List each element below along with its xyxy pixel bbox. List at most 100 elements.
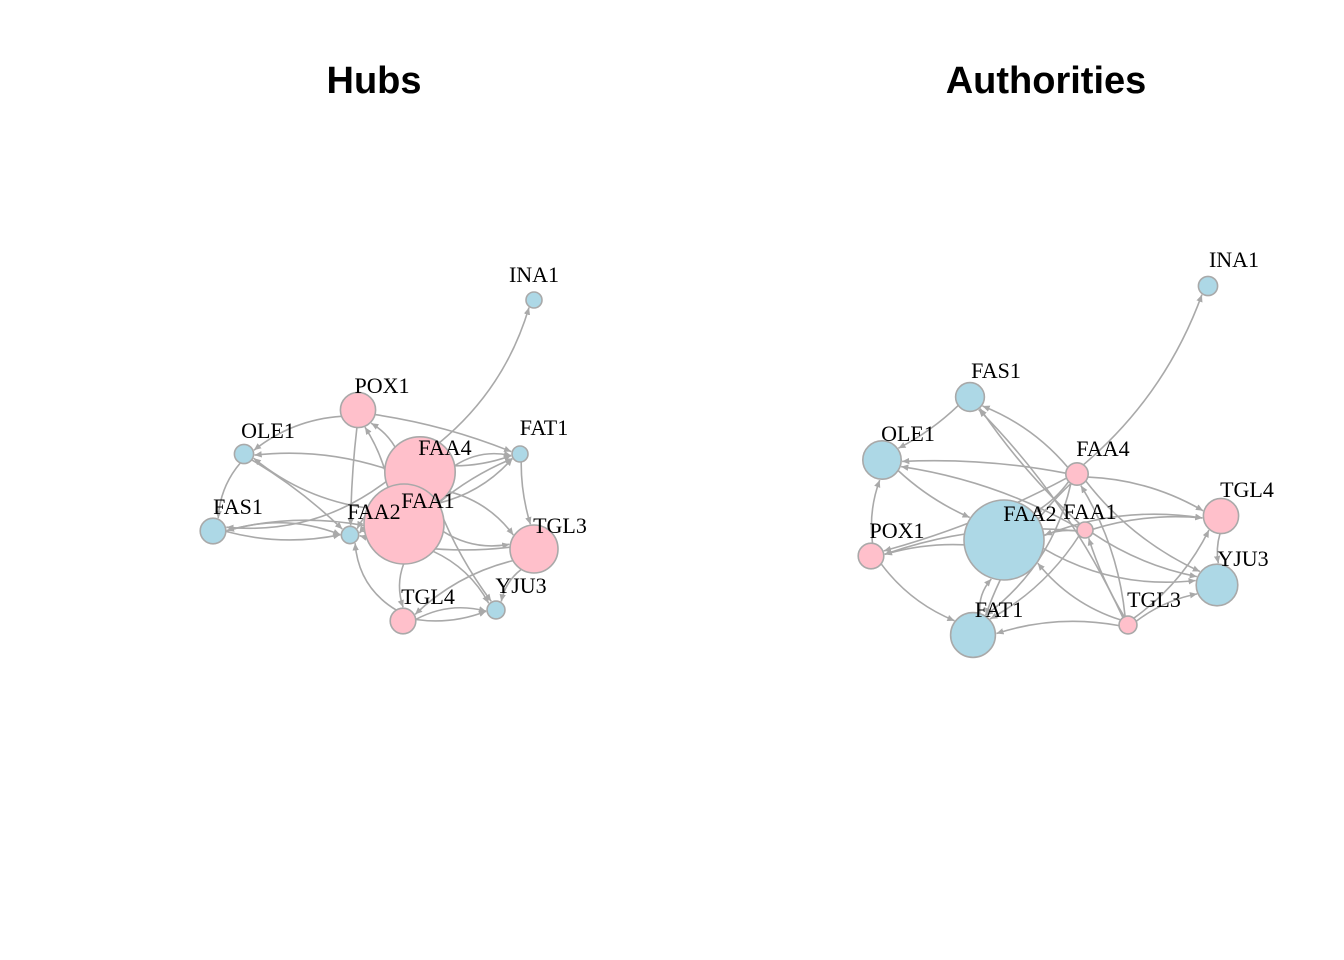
hubs-node-tgl4 [389, 607, 417, 635]
authorities-edge-fat1-faa2 [978, 578, 992, 614]
authorities-edge-faa1-fas1 [979, 408, 1081, 525]
authorities-node-pox1 [857, 542, 885, 570]
authorities-edge-faa1-fat1 [989, 535, 1080, 620]
hubs-node-ina1 [525, 291, 543, 309]
authorities-edge-faa4-yju3 [1085, 480, 1201, 573]
authorities-edge-tgl3-tgl4 [1133, 529, 1210, 619]
hubs-edge-faa4-fat1 [454, 454, 512, 467]
hubs-node-label-tgl3: TGL3 [533, 513, 587, 538]
authorities-node-label-yju3: YJU3 [1217, 546, 1268, 571]
hubs-edge-faa4-tgl3 [448, 490, 514, 536]
hubs-edge-ole1-fas1 [215, 462, 242, 519]
hubs-edge-fas1-faa2 [225, 530, 341, 541]
authorities-node-label-ina1: INA1 [1209, 247, 1259, 272]
authorities-node-label-pox1: POX1 [869, 518, 924, 543]
authorities-edge-tgl3-fat1 [996, 620, 1120, 635]
hubs-edge-faa4-fat1 [454, 450, 512, 467]
authorities-edge-faa4-ole1 [902, 457, 1066, 474]
hubs-edge-tgl3-tgl4 [414, 559, 514, 615]
authorities-node-label-faa2: FAA2 [1003, 501, 1056, 526]
authorities-edge-faa2-yju3 [1042, 547, 1196, 585]
authorities-node-ina1 [1197, 275, 1219, 297]
authorities-edge-faa2-tgl4 [1043, 513, 1203, 537]
hubs-edge-faa4-ina1 [438, 307, 531, 444]
authorities-edge-tgl3-fas1 [978, 409, 1124, 618]
hubs-edge-pox1-ole1 [253, 415, 342, 451]
hubs-node-tgl3 [509, 524, 559, 574]
authorities-panel: Authorities INA1 FAS1 OLE1 FAA4 TGL4 POX1 FAA2… [857, 60, 1274, 659]
authorities-nodes [857, 275, 1240, 659]
authorities-node-ole1 [861, 439, 902, 480]
authorities-edge-pox1-ole1 [870, 479, 881, 544]
authorities-edge-ole1-faa2 [897, 469, 971, 519]
authorities-node-faa4 [1065, 461, 1090, 486]
hubs-edges [215, 307, 532, 622]
authorities-edge-faa1-ole1 [900, 464, 1078, 529]
hubs-nodes [199, 291, 559, 635]
hubs-edge-tgl3-yju3 [499, 568, 522, 602]
hubs-panel-title: Hubs [327, 60, 422, 102]
hubs-node-label-fat1: FAT1 [520, 415, 569, 440]
authorities-edge-fas1-ole1 [898, 404, 959, 449]
hubs-node-ole1 [233, 443, 255, 465]
hubs-edge-pox1-faa2 [347, 427, 358, 526]
authorities-node-fat1 [949, 611, 997, 659]
hubs-node-label-ina1: INA1 [509, 262, 559, 287]
authorities-edge-faa4-fas1 [982, 405, 1069, 469]
hubs-edge-faa1-tgl4 [397, 563, 405, 608]
hubs-labels: INA1 POX1 OLE1 FAT1 FAA4 FAS1 FAA2 FAA1 TGL3 TGL4… [213, 262, 587, 609]
hubs-node-label-ole1: OLE1 [241, 418, 295, 443]
authorities-node-tgl3 [1118, 615, 1138, 635]
hubs-node-fas1 [199, 517, 227, 545]
authorities-labels: INA1 FAS1 OLE1 FAA4 TGL4 POX1 FAA2 FAA1 YJU3 FAT1… [869, 247, 1273, 622]
hubs-edge-faa4-pox1 [370, 422, 396, 448]
hubs-node-label-fas1: FAS1 [213, 494, 263, 519]
hubs-node-label-faa4: FAA4 [418, 435, 471, 460]
hubs-node-pox1 [339, 391, 377, 429]
hubs-edge-tgl4-yju3 [415, 606, 487, 621]
authorities-edge-faa4-ina1 [1082, 294, 1203, 466]
hubs-edge-faa4-ole1 [254, 451, 386, 470]
hubs-edge-pox1-fat1 [374, 413, 512, 453]
authorities-panel-title: Authorities [946, 60, 1147, 102]
hubs-node-label-yju3: YJU3 [495, 573, 546, 598]
authorities-node-faa1 [1076, 521, 1094, 539]
hubs-edge-faa1-fat1 [438, 458, 513, 505]
hubs-node-label-faa2: FAA2 [347, 499, 400, 524]
authorities-node-faa2 [963, 499, 1045, 581]
hubs-edge-tgl4-yju3 [415, 610, 487, 622]
hubs-node-faa1 [363, 483, 445, 565]
hubs-edge-faa1-ole1 [253, 457, 368, 509]
hubs-panel: Hubs INA1 POX1 OLE1 FAT1 FAA4 FAS1 FAA2 FAA1 TGL… [199, 60, 587, 635]
authorities-edge-faa1-yju3 [1091, 532, 1198, 579]
authorities-node-fas1 [954, 381, 986, 413]
hubs-edge-faa1-tgl3 [442, 530, 510, 549]
authorities-node-label-fas1: FAS1 [971, 358, 1021, 383]
authorities-node-label-faa1: FAA1 [1063, 499, 1116, 524]
hubs-edge-ole1-faa2 [251, 459, 343, 530]
authorities-node-label-ole1: OLE1 [881, 421, 935, 446]
authorities-node-label-tgl3: TGL3 [1127, 587, 1181, 612]
authorities-edge-tgl3-faa2 [1037, 562, 1121, 621]
authorities-edge-faa2-pox1 [884, 543, 965, 556]
hubs-node-label-tgl4: TGL4 [401, 584, 455, 609]
authorities-node-label-fat1: FAT1 [975, 597, 1024, 622]
authorities-node-label-tgl4: TGL4 [1220, 477, 1274, 502]
authorities-edges [870, 294, 1221, 635]
authorities-node-label-faa4: FAA4 [1076, 436, 1129, 461]
authorities-edge-faa4-tgl4 [1087, 476, 1204, 512]
hubs-node-fat1 [511, 445, 529, 463]
hubs-edge-fas1-faa2 [225, 521, 341, 536]
authorities-edge-tgl3-yju3 [1135, 592, 1198, 622]
authorities-node-tgl4 [1202, 497, 1240, 535]
hubs-edge-faa1-yju3 [432, 550, 490, 604]
hubs-node-faa2 [340, 525, 360, 545]
hubs-node-label-faa1: FAA1 [401, 488, 454, 513]
authorities-edge-tgl3-faa4 [1080, 485, 1126, 617]
hubs-node-yju3 [486, 600, 506, 620]
authorities-node-yju3 [1195, 563, 1239, 607]
hubs-edge-fat1-tgl3 [520, 461, 532, 525]
hubs-node-label-pox1: POX1 [354, 373, 409, 398]
authorities-edge-pox1-fat1 [880, 563, 955, 622]
